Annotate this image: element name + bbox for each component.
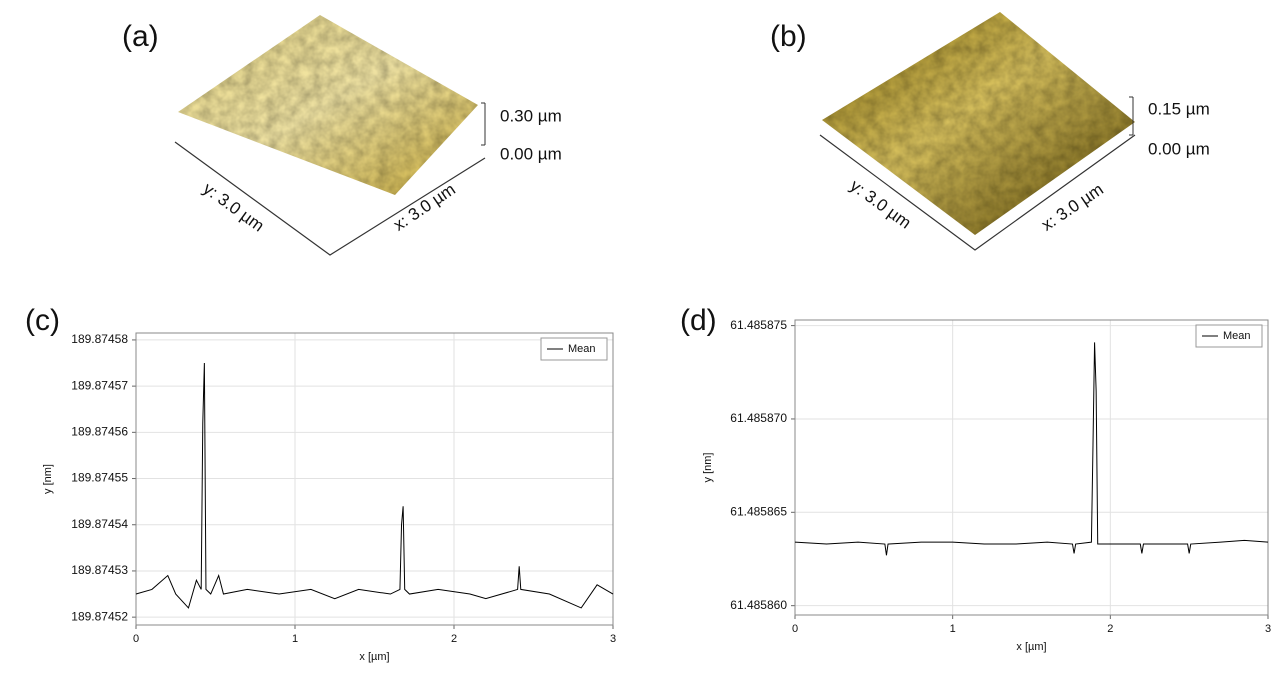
x-tick-label: 1 xyxy=(292,633,298,645)
figure: (a) 0.30 µm 0.00 µm y: 3.0 µm x: 3.0 µm … xyxy=(0,0,1273,677)
y-dim: y: 3.0 µm xyxy=(847,176,915,233)
x-tick-label: 1 xyxy=(950,623,956,635)
x-axis-label: x [µm] xyxy=(1016,641,1046,653)
y-tick-label: 189.87455 xyxy=(71,471,128,485)
y-tick-label: 61.485870 xyxy=(730,411,787,425)
plot-frame xyxy=(795,320,1268,615)
afm-a: (a) 0.30 µm 0.00 µm y: 3.0 µm x: 3.0 µm xyxy=(122,15,562,255)
panel-label: (b) xyxy=(770,20,807,53)
z-label: 0.30 µm xyxy=(500,106,562,125)
x-tick-label: 2 xyxy=(1107,623,1113,635)
line-chart: (d) 0 1 2 3 61.485860 61.485865 61.485870 61.485… xyxy=(680,304,1271,653)
y-axis-label: y [nm] xyxy=(42,464,54,494)
y-axis-label: y [nm] xyxy=(702,453,714,483)
y-tick-label: 189.87453 xyxy=(71,563,128,577)
z-label: 0.15 µm xyxy=(1148,99,1210,118)
z-label: 0.00 µm xyxy=(1148,139,1210,158)
panel-label: (d) xyxy=(680,304,717,337)
x-dim: x: 3.0 µm xyxy=(1038,180,1107,235)
y-tick-label: 189.87458 xyxy=(71,332,128,346)
x-tick-label: 3 xyxy=(610,633,616,645)
surface xyxy=(178,15,478,195)
x-tick-label: 3 xyxy=(1265,623,1271,635)
y-tick-label: 189.87457 xyxy=(71,378,128,392)
y-tick-label: 189.87452 xyxy=(71,609,128,623)
x-axis-label: x [µm] xyxy=(359,651,389,663)
panel-label: (a) xyxy=(122,20,159,53)
panel-label: (c) xyxy=(25,304,60,337)
y-tick-label: 61.485875 xyxy=(730,318,787,332)
legend-label: Mean xyxy=(568,343,596,355)
y-tick-label: 61.485865 xyxy=(730,504,787,518)
y-dim: y: 3.0 µm xyxy=(200,179,268,236)
z-label: 0.00 µm xyxy=(500,144,562,163)
afm-b: (b) 0.15 µm 0.00 µm y: 3.0 µm x: 3.0 µm xyxy=(770,12,1210,250)
y-tick-label: 189.87456 xyxy=(71,425,128,439)
x-tick-label: 2 xyxy=(451,633,457,645)
line-chart: (c) 0 1 2 3 189.87452 189.87453 189.87454 189.87… xyxy=(25,304,616,663)
y-tick-label: 61.485860 xyxy=(730,598,787,612)
legend-label: Mean xyxy=(1223,330,1251,342)
z-bar xyxy=(481,103,485,145)
line-series xyxy=(795,342,1268,555)
x-tick-label: 0 xyxy=(133,633,139,645)
y-tick-label: 189.87454 xyxy=(71,517,128,531)
z-bar xyxy=(1129,97,1133,135)
x-tick-label: 0 xyxy=(792,623,798,635)
